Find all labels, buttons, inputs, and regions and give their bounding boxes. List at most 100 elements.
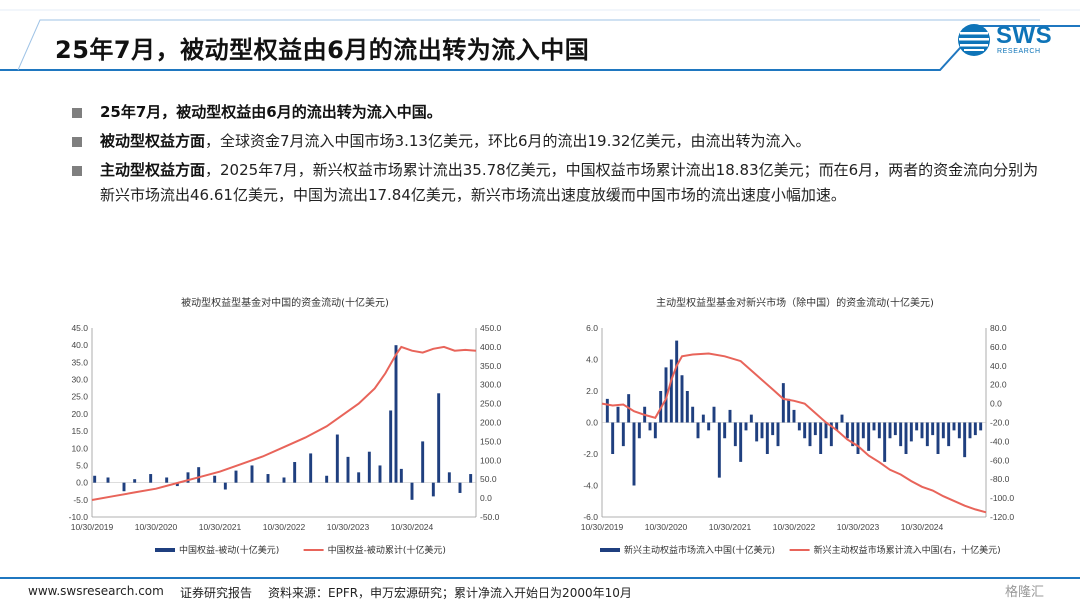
bar xyxy=(776,422,780,447)
bar xyxy=(893,422,897,436)
bar xyxy=(293,462,297,483)
bar xyxy=(861,422,865,439)
y-right-tick-label: 350.0 xyxy=(480,361,502,371)
chart-active-em: 主动型权益型基金对新兴市场（除中国）的资金流动(十亿美元) 6.0 4.0 2.0 0.… xyxy=(560,292,1030,567)
y-right-tick-label: 60.0 xyxy=(990,342,1007,352)
y-right-tick-label: 400.0 xyxy=(480,342,502,352)
bullet-square-icon xyxy=(72,137,82,147)
bullet-square-icon xyxy=(72,166,82,176)
bar xyxy=(787,398,791,423)
bullet-list: 25年7月，被动型权益由6月的流出转为流入中国。 被动型权益方面，全球资金7月流… xyxy=(72,100,1052,212)
chart-svg: 主动型权益型基金对新兴市场（除中国）的资金流动(十亿美元) 6.0 4.0 2.0 0.… xyxy=(581,296,1015,556)
bar xyxy=(669,359,673,423)
legend-label: 中国权益-被动累计(十亿美元) xyxy=(328,544,446,556)
bar xyxy=(437,393,441,483)
x-tick-label: 10/30/2024 xyxy=(901,522,944,532)
bar xyxy=(309,453,313,483)
bar xyxy=(712,406,716,423)
bar xyxy=(250,465,254,483)
y-right-tick-label: -80.0 xyxy=(990,474,1010,484)
bar xyxy=(335,434,339,483)
y-right-tick-label: 450.0 xyxy=(480,323,502,333)
bar xyxy=(792,409,796,423)
bar xyxy=(819,422,823,454)
x-tick-label: 10/30/2020 xyxy=(135,522,178,532)
y-left-tick-label: 40.0 xyxy=(71,340,88,350)
bar xyxy=(888,422,892,439)
y-right-tick-label: 300.0 xyxy=(480,380,502,390)
bar xyxy=(447,472,451,483)
y-right-tick-label: 250.0 xyxy=(480,399,502,409)
bar xyxy=(621,422,625,447)
bar xyxy=(771,422,775,436)
y-left-tick-label: 6.0 xyxy=(586,323,598,333)
bar xyxy=(282,477,286,483)
legend-swatch xyxy=(155,548,175,552)
bar xyxy=(367,451,371,483)
y-left-tick-label: 15.0 xyxy=(71,426,88,436)
y-right-tick-label: -100.0 xyxy=(990,493,1014,503)
bar xyxy=(421,441,425,483)
bar xyxy=(357,472,361,483)
y-right-tick-label: -50.0 xyxy=(480,512,500,522)
title-decoration xyxy=(0,9,1080,71)
bullet-1: 25年7月，被动型权益由6月的流出转为流入中国。 xyxy=(72,100,1052,125)
x-tick-label: 10/30/2024 xyxy=(391,522,434,532)
bar xyxy=(605,398,609,423)
y-left-tick-label: 2.0 xyxy=(586,386,598,396)
bullet-square-icon xyxy=(72,108,82,118)
bar xyxy=(973,422,977,436)
bar xyxy=(744,422,748,431)
bar xyxy=(389,410,393,483)
y-left-tick-label: -6.0 xyxy=(583,512,598,522)
bar xyxy=(648,422,652,431)
y-right-tick-label: -60.0 xyxy=(990,455,1010,465)
x-tick-label: 10/30/2020 xyxy=(645,522,688,532)
chart-title: 主动型权益型基金对新兴市场（除中国）的资金流动(十亿美元) xyxy=(656,296,934,309)
chart-title: 被动型权益型基金对中国的资金流动(十亿美元) xyxy=(181,296,389,309)
bar xyxy=(675,340,679,423)
y-right-tick-label: -120.0 xyxy=(990,512,1014,522)
y-left-tick-label: -10.0 xyxy=(69,512,89,522)
bar xyxy=(829,422,833,447)
y-right-tick-label: 80.0 xyxy=(990,323,1007,333)
bar xyxy=(410,482,414,500)
bar xyxy=(701,414,705,423)
legend-label: 新兴主动权益市场流入中国(十亿美元) xyxy=(624,544,775,556)
bullet-1-bold: 25年7月，被动型权益由6月的流出转为流入中国。 xyxy=(100,103,442,121)
footer-website[interactable]: www.swsresearch.com xyxy=(28,584,164,598)
bullet-2-text: ，全球资金7月流入中国市场3.13亿美元，环比6月的流出19.32亿美元，由流出… xyxy=(205,132,811,150)
bar xyxy=(755,422,759,442)
bar xyxy=(93,475,97,483)
y-right-tick-label: 20.0 xyxy=(990,380,1007,390)
bar xyxy=(653,422,657,439)
footer-source: 资料来源：EPFR，申万宏源研究；累计净流入开始日为2000年10月 xyxy=(268,586,632,600)
bar xyxy=(904,422,908,454)
chart-passive-china: 被动型权益型基金对中国的资金流动(十亿美元) 45.0 40.0 35.0 30.0 25… xyxy=(50,292,520,567)
y-right-tick-label: 40.0 xyxy=(990,361,1007,371)
x-tick-label: 10/30/2019 xyxy=(71,522,114,532)
bar xyxy=(685,391,689,423)
bar xyxy=(728,409,732,423)
sws-globe-icon xyxy=(958,24,990,56)
bar xyxy=(717,422,721,478)
bar xyxy=(378,465,382,483)
x-tick-label: 10/30/2023 xyxy=(837,522,880,532)
bar xyxy=(458,482,462,493)
x-tick-label: 10/30/2022 xyxy=(263,522,306,532)
bar xyxy=(664,367,668,423)
y-right-tick-label: 200.0 xyxy=(480,418,502,428)
bar xyxy=(637,422,641,439)
bar xyxy=(936,422,940,454)
y-right-tick-label: 50.0 xyxy=(480,474,497,484)
legend-label: 新兴主动权益市场累计流入中国(右，十亿美元) xyxy=(814,544,1001,556)
y-right-tick-label: -20.0 xyxy=(990,418,1010,428)
y-left-tick-label: -5.0 xyxy=(73,495,88,505)
y-left-tick-label: 4.0 xyxy=(586,355,598,365)
page-title: 25年7月，被动型权益由6月的流出转为流入中国 xyxy=(55,36,590,64)
bar xyxy=(749,414,753,423)
y-right-tick-label: 100.0 xyxy=(480,455,502,465)
bar xyxy=(149,474,153,483)
x-tick-label: 10/30/2022 xyxy=(773,522,816,532)
y-left-tick-label: -4.0 xyxy=(583,481,598,491)
